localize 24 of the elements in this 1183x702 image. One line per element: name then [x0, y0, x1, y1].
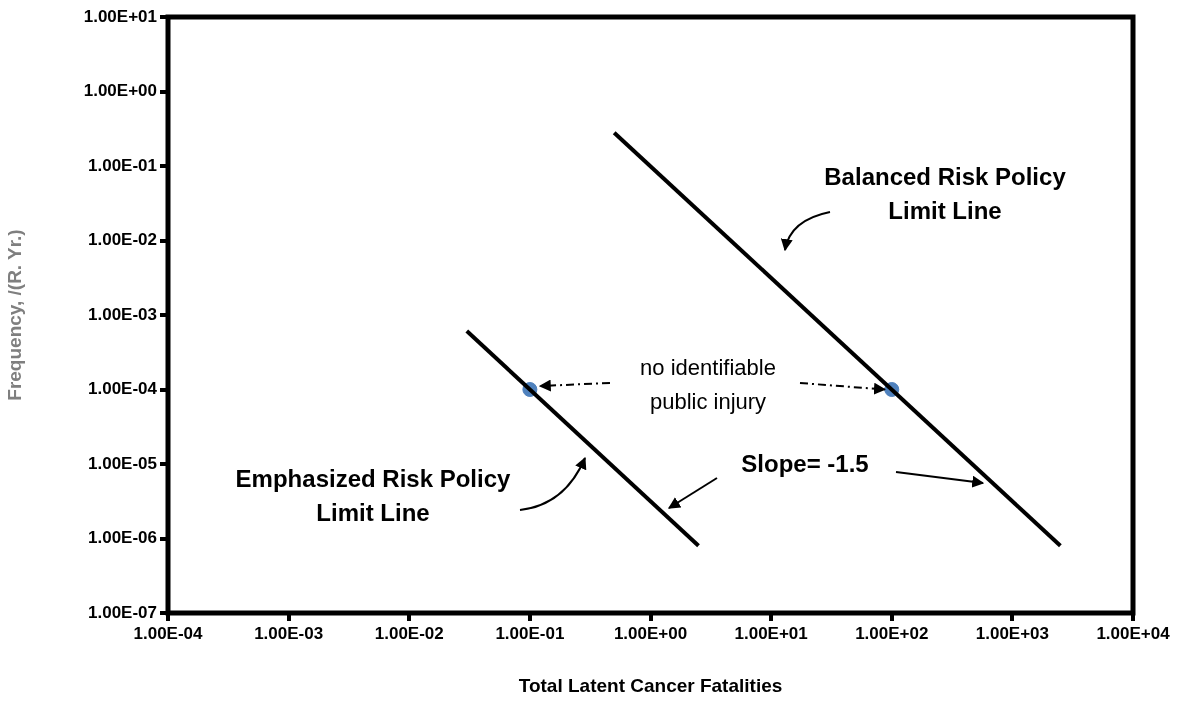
y-axis-title: Frequency, /(R. Yr.) [3, 229, 25, 401]
x-tick-label: 1.00E+04 [1096, 623, 1171, 643]
x-tick-label: 1.00E+03 [975, 623, 1050, 643]
y-tick-label: 1.00E-06 [88, 528, 157, 548]
y-tick-label: 1.00E-05 [88, 453, 157, 473]
annotation: no identifiable public injury [640, 355, 776, 415]
x-axis-title: Total Latent Cancer Fatalities [518, 674, 783, 696]
y-tick-label: 1.00E+00 [83, 81, 157, 101]
x-tick-label: 1.00E-03 [254, 623, 324, 643]
x-tick-label: 1.00E+01 [734, 623, 808, 643]
x-tick-label: 1.00E+02 [855, 623, 929, 643]
annotation: Emphasized Risk Policy Limit Line [235, 464, 512, 526]
x-tick-label: 1.00E-01 [495, 623, 565, 643]
y-tick-label: 1.00E-07 [88, 602, 157, 622]
annotation: Slope= -1.5 [741, 449, 869, 477]
x-tick-label: 1.00E-02 [374, 623, 444, 643]
x-tick-label: 1.00E+00 [613, 623, 688, 643]
y-tick-label: 1.00E-03 [88, 304, 157, 324]
y-tick-label: 1.00E-02 [88, 230, 157, 250]
annotation: Balanced Risk Policy Limit Line [824, 162, 1067, 224]
y-tick-label: 1.00E+01 [83, 6, 157, 26]
x-tick-label: 1.00E-04 [133, 623, 204, 643]
y-tick-label: 1.00E-01 [88, 155, 157, 175]
y-tick-label: 1.00E-04 [88, 379, 158, 399]
